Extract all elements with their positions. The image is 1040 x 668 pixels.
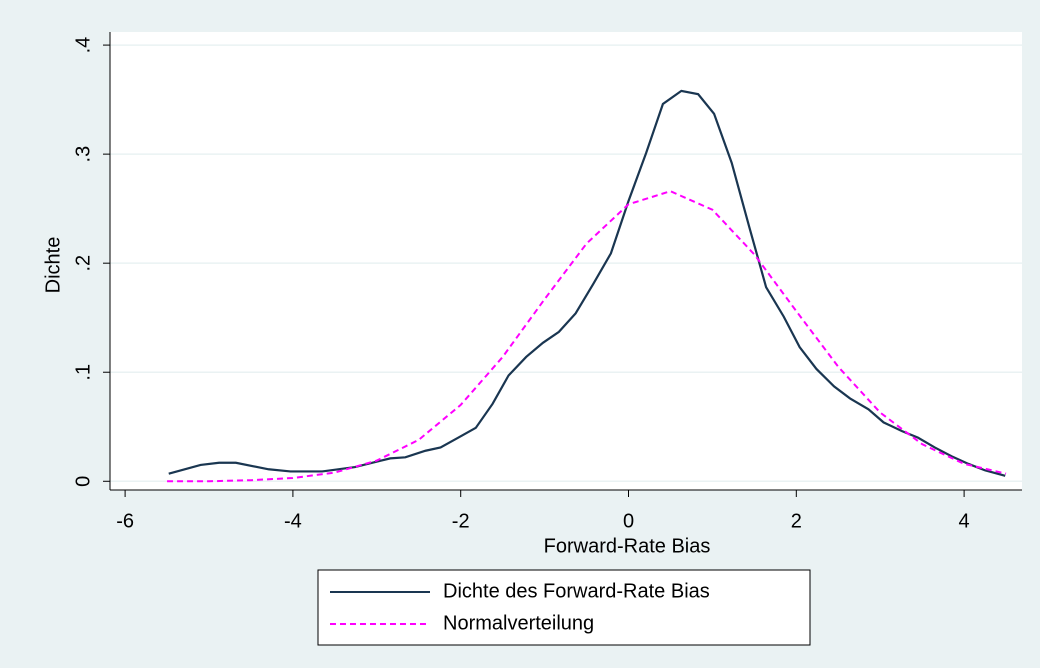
legend-box [317,569,811,646]
y-axis-title: Dichte [42,237,64,294]
x-tick-label: -6 [116,510,134,532]
y-tick-label: .1 [72,364,94,381]
series-line [167,190,1007,483]
x-tick-label: 0 [623,510,634,532]
y-tick-label: .2 [72,255,94,272]
x-tick-label: 2 [791,510,802,532]
legend: Dichte des Forward-Rate Bias Normalvertei… [330,580,710,634]
x-tick-label: 4 [959,510,970,532]
marks [167,89,1007,483]
x-tick-label: -2 [452,510,470,532]
y-tick-label: .4 [72,37,94,54]
grid: 0 .1 .2 .3 .4 -6 -4 -2 0 2 4 [72,32,1022,532]
x-axis-title: Forward-Rate Bias [544,535,711,557]
y-tick-label: 0 [72,476,94,487]
legend-label: Dichte des Forward-Rate Bias [443,580,710,602]
x-tick-label: -4 [284,510,302,532]
legend-label: Normalverteilung [443,612,594,634]
y-tick-label: .3 [72,146,94,163]
series-line [168,89,1006,477]
plot-background [110,32,1022,490]
